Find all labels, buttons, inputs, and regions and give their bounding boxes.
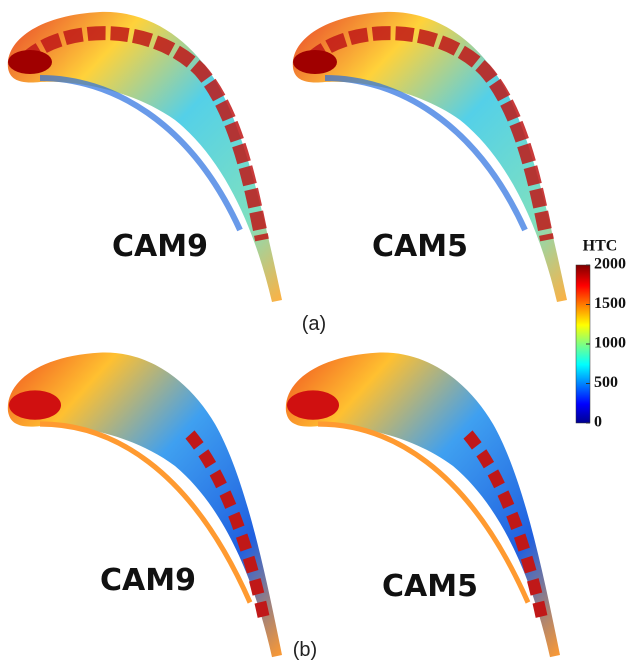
figure: CAM9 CAM5 (a) CAM9 CAM5 (b) HTC 0 500 1000… <box>0 0 626 662</box>
blade-map <box>286 353 560 658</box>
colorbar-tick-label: 1500 <box>594 295 626 312</box>
blade-label: CAM5 <box>372 229 468 264</box>
panel-label: (b) <box>293 639 317 661</box>
colorbar-tick-label: 0 <box>594 414 602 431</box>
colorbar-tick-label: 1000 <box>594 335 626 352</box>
colorbar-ticks: 0 500 1000 1500 2000 <box>586 256 626 431</box>
blade-label: CAM5 <box>382 569 478 604</box>
colorbar-tick-label: 500 <box>594 374 618 391</box>
blade-label: CAM9 <box>100 563 196 598</box>
panel-label: (a) <box>302 313 326 335</box>
blade-label: CAM9 <box>112 229 208 264</box>
colorbar-title: HTC <box>583 238 618 255</box>
colorbar-tick-label: 2000 <box>594 256 626 273</box>
blade-map <box>8 353 282 658</box>
